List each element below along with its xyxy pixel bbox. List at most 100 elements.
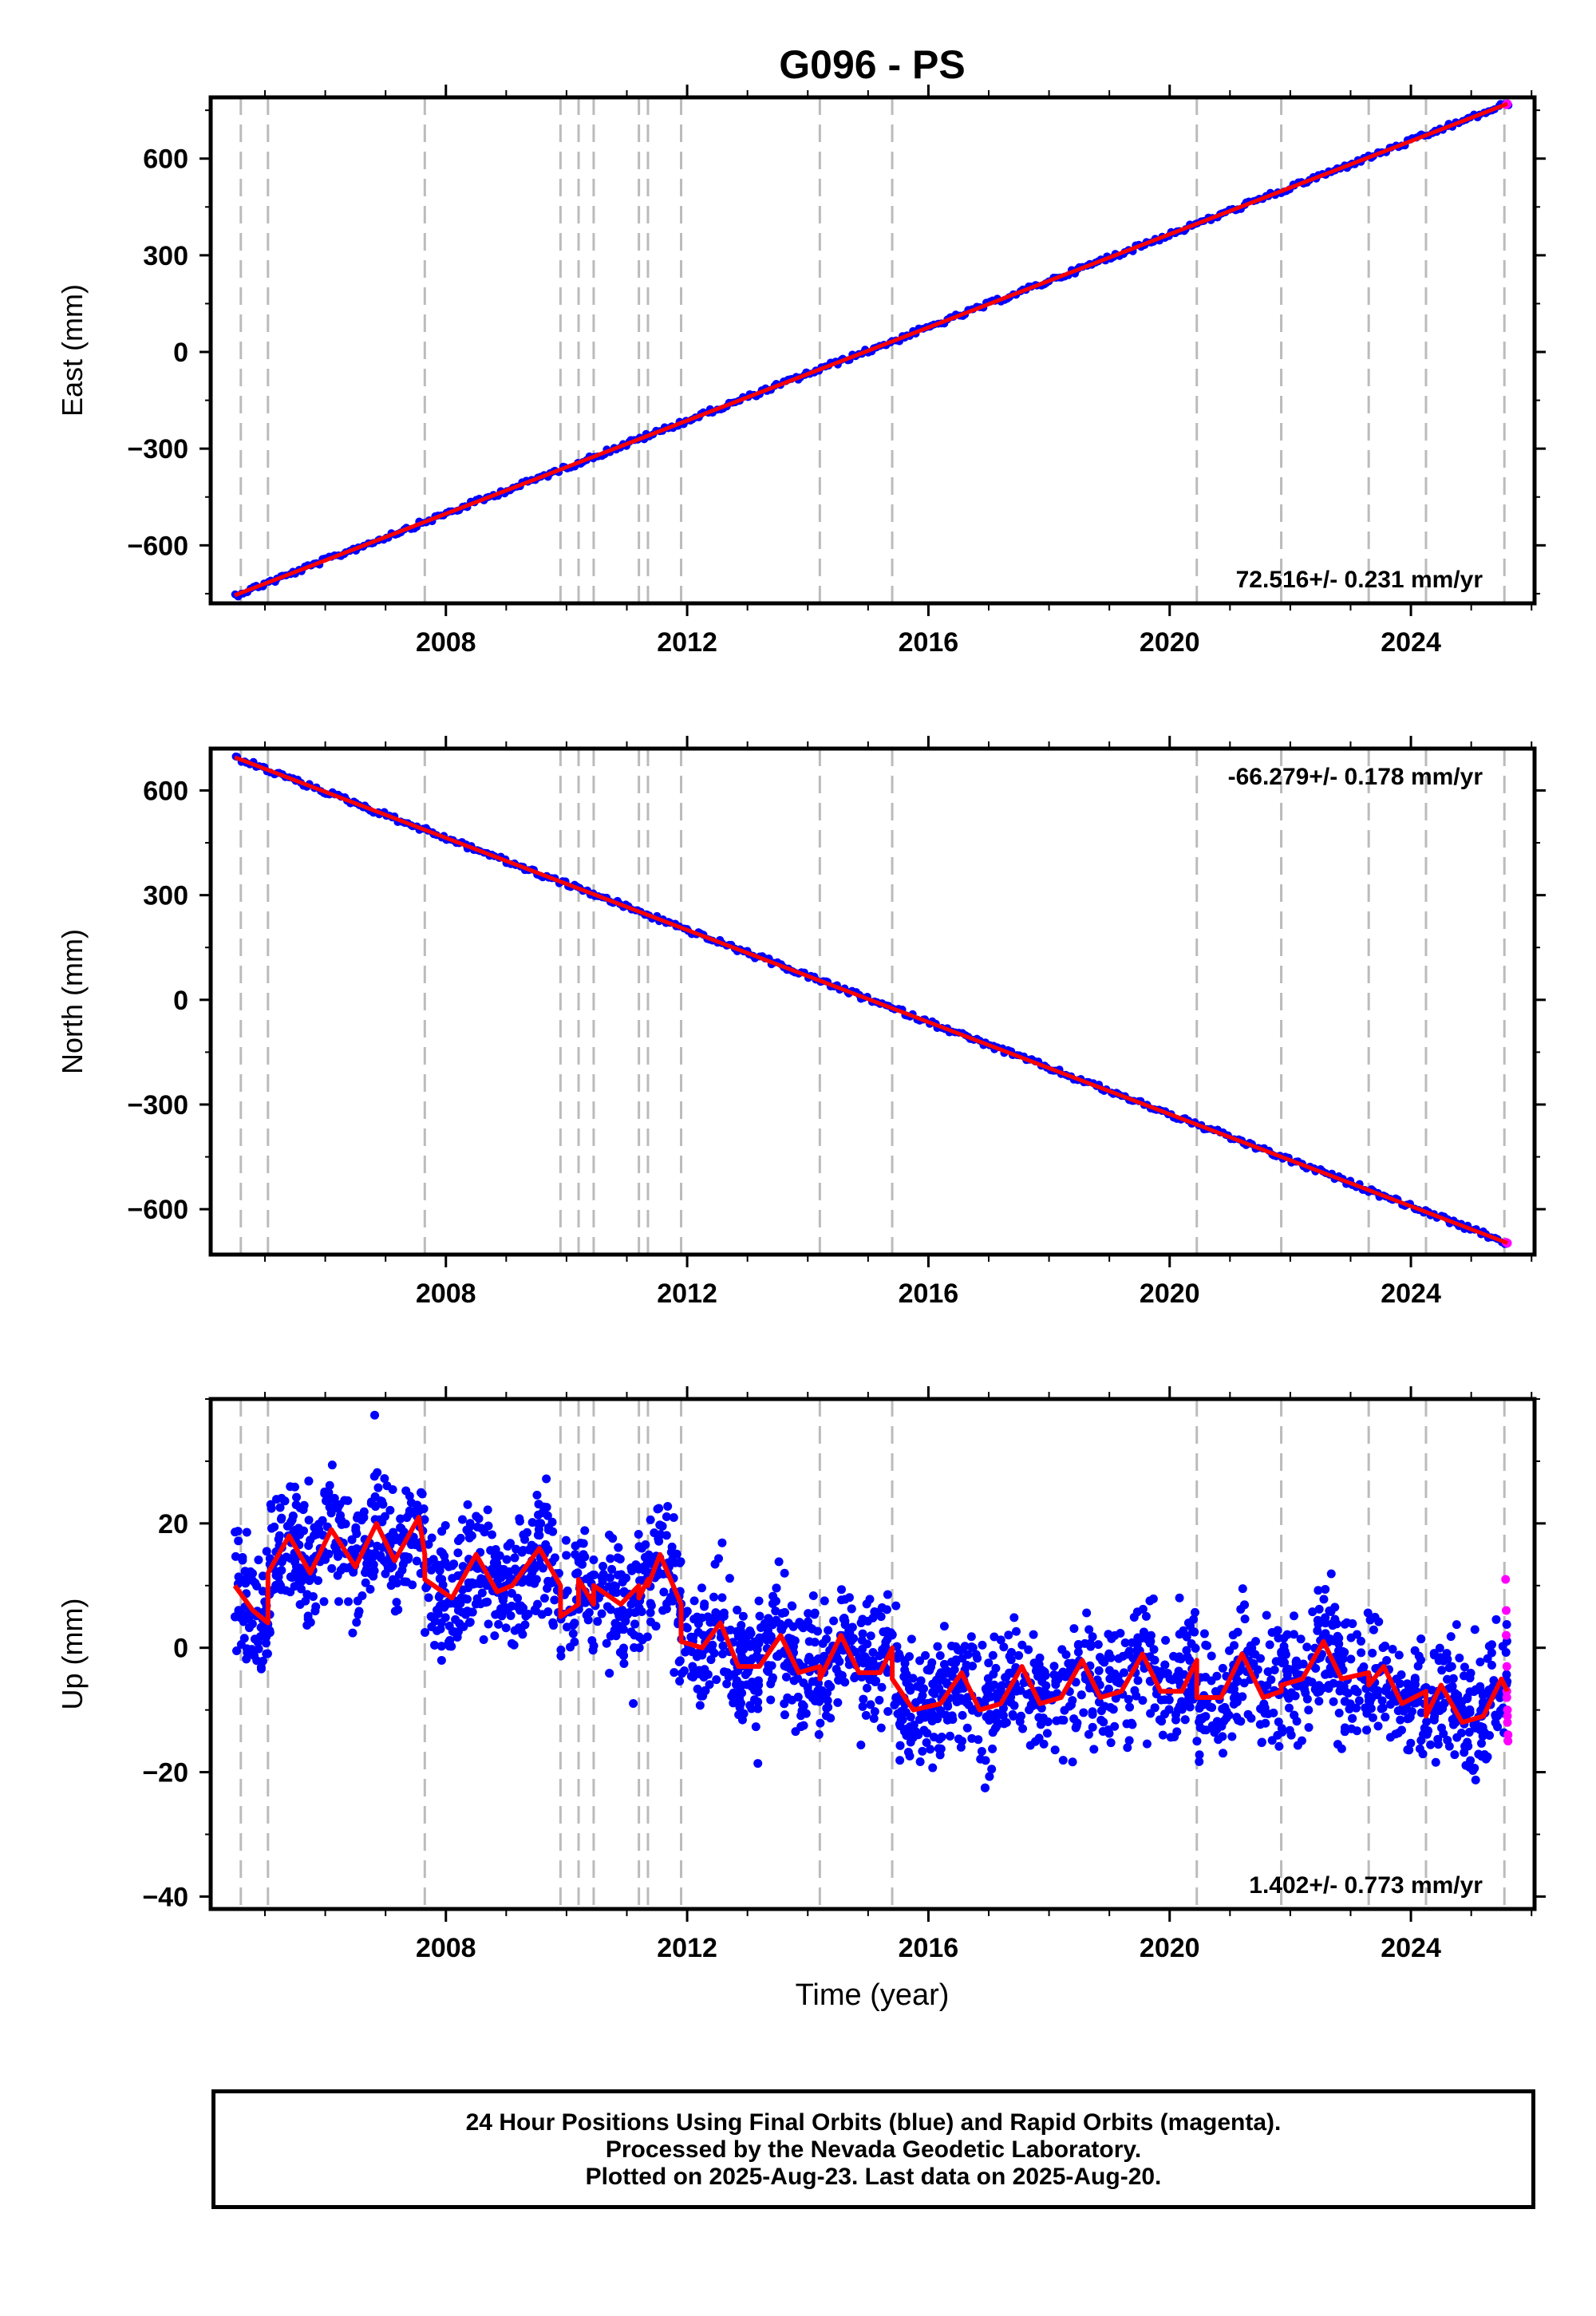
final-orbit-point [883, 1634, 892, 1644]
final-orbit-point [1210, 1728, 1219, 1737]
final-orbit-point [1132, 1639, 1142, 1649]
final-orbit-point [816, 1718, 825, 1728]
final-orbit-point [858, 1701, 867, 1711]
final-orbit-point [457, 1515, 467, 1524]
final-orbit-point [1298, 1659, 1308, 1669]
final-orbit-point [1348, 1618, 1357, 1628]
final-orbit-point [1410, 1646, 1420, 1655]
final-orbit-point [373, 1483, 383, 1492]
final-orbit-point [1050, 1745, 1060, 1755]
final-orbit-point [935, 1750, 945, 1760]
final-orbit-point [859, 1694, 868, 1704]
final-orbit-point [527, 1567, 537, 1577]
final-orbit-point [281, 1586, 290, 1595]
final-orbit-point [580, 1552, 590, 1562]
final-orbit-point [1465, 1674, 1475, 1683]
final-orbit-point [883, 1706, 893, 1716]
final-orbit-point [1470, 1723, 1479, 1733]
final-orbit-point [1501, 1647, 1511, 1657]
final-orbit-point [1373, 1721, 1383, 1731]
final-orbit-point [480, 1528, 489, 1537]
rapid-orbit-point [1502, 1662, 1511, 1671]
final-orbit-point [1169, 1651, 1179, 1661]
final-orbit-point [1256, 1704, 1266, 1713]
final-orbit-point [892, 1642, 902, 1651]
x-tick-label: 2012 [657, 1279, 717, 1309]
final-orbit-point [706, 1655, 716, 1665]
final-orbit-point [921, 1650, 930, 1660]
final-orbit-point [532, 1490, 542, 1500]
final-orbit-point [300, 1571, 310, 1580]
rapid-orbit-point [1503, 1737, 1513, 1746]
final-orbit-point [1089, 1745, 1099, 1754]
final-orbit-point [1274, 1741, 1284, 1751]
final-orbit-point [1495, 1693, 1505, 1702]
final-orbit-point [907, 1634, 916, 1644]
final-orbit-point [1218, 1663, 1227, 1673]
final-orbit-point [754, 1596, 764, 1606]
final-orbit-point [361, 1567, 370, 1577]
x-tick-label: 2024 [1381, 1933, 1441, 1963]
final-orbit-point [1066, 1665, 1076, 1674]
final-orbit-point [1122, 1719, 1132, 1729]
final-orbit-point [240, 1567, 250, 1576]
final-orbit-point [783, 1693, 792, 1702]
final-orbit-point [1396, 1725, 1406, 1735]
x-tick-label: 2016 [899, 1933, 959, 1963]
final-orbit-point [1171, 1709, 1180, 1719]
final-orbit-point [752, 1651, 761, 1661]
final-orbit-point [1350, 1684, 1360, 1694]
final-orbit-point [275, 1503, 285, 1512]
final-orbit-point [663, 1501, 673, 1511]
final-orbit-point [865, 1595, 875, 1604]
final-orbit-point [746, 1629, 756, 1638]
final-orbit-point [1429, 1715, 1439, 1725]
final-orbit-point [593, 1617, 602, 1626]
final-orbit-point [266, 1500, 275, 1509]
final-orbit-point [1304, 1705, 1314, 1715]
final-orbit-point [249, 1650, 259, 1660]
final-orbit-point [606, 1573, 615, 1583]
final-orbit-point [696, 1691, 705, 1701]
final-orbit-point [452, 1632, 462, 1642]
final-orbit-point [771, 1596, 780, 1606]
final-orbit-point [1104, 1650, 1113, 1660]
final-orbit-point [866, 1631, 875, 1641]
y-tick-label: 0 [173, 1634, 188, 1664]
final-orbit-point [725, 1625, 735, 1634]
final-orbit-point [231, 1551, 240, 1561]
final-orbit-point [1181, 1698, 1191, 1708]
final-orbit-point [1161, 1635, 1171, 1645]
final-orbit-point [1404, 1713, 1414, 1723]
final-orbit-point [861, 1710, 871, 1720]
final-orbit-point [1421, 1682, 1431, 1692]
final-orbit-point [1082, 1608, 1092, 1618]
final-orbit-point [626, 1563, 636, 1573]
final-orbit-point [476, 1574, 486, 1583]
final-orbit-point [1429, 1650, 1439, 1660]
model-fit-line [234, 101, 1508, 598]
final-orbit-point [1308, 1607, 1317, 1617]
final-orbit-point [1251, 1637, 1261, 1646]
final-orbit-point [373, 1468, 382, 1477]
final-orbit-point [1363, 1608, 1373, 1618]
final-orbit-point [1009, 1613, 1019, 1622]
final-orbit-point [1368, 1713, 1377, 1722]
final-orbit-point [749, 1686, 759, 1695]
final-orbit-point [587, 1636, 597, 1646]
final-orbit-point [445, 1635, 455, 1645]
final-orbit-point [983, 1674, 993, 1683]
final-orbit-point [471, 1599, 480, 1609]
final-orbit-point [939, 1622, 949, 1631]
final-orbit-point [1123, 1743, 1132, 1753]
final-orbit-point [626, 1599, 636, 1609]
final-orbit-point [780, 1661, 789, 1670]
final-orbit-point [797, 1706, 807, 1716]
final-orbit-point [1180, 1715, 1190, 1725]
final-orbit-point [686, 1671, 696, 1681]
final-orbit-point [1072, 1721, 1081, 1730]
final-orbit-point [1219, 1749, 1228, 1758]
final-orbit-point [1443, 1654, 1452, 1664]
final-orbit-point [234, 1536, 243, 1546]
final-orbit-point [262, 1632, 271, 1642]
